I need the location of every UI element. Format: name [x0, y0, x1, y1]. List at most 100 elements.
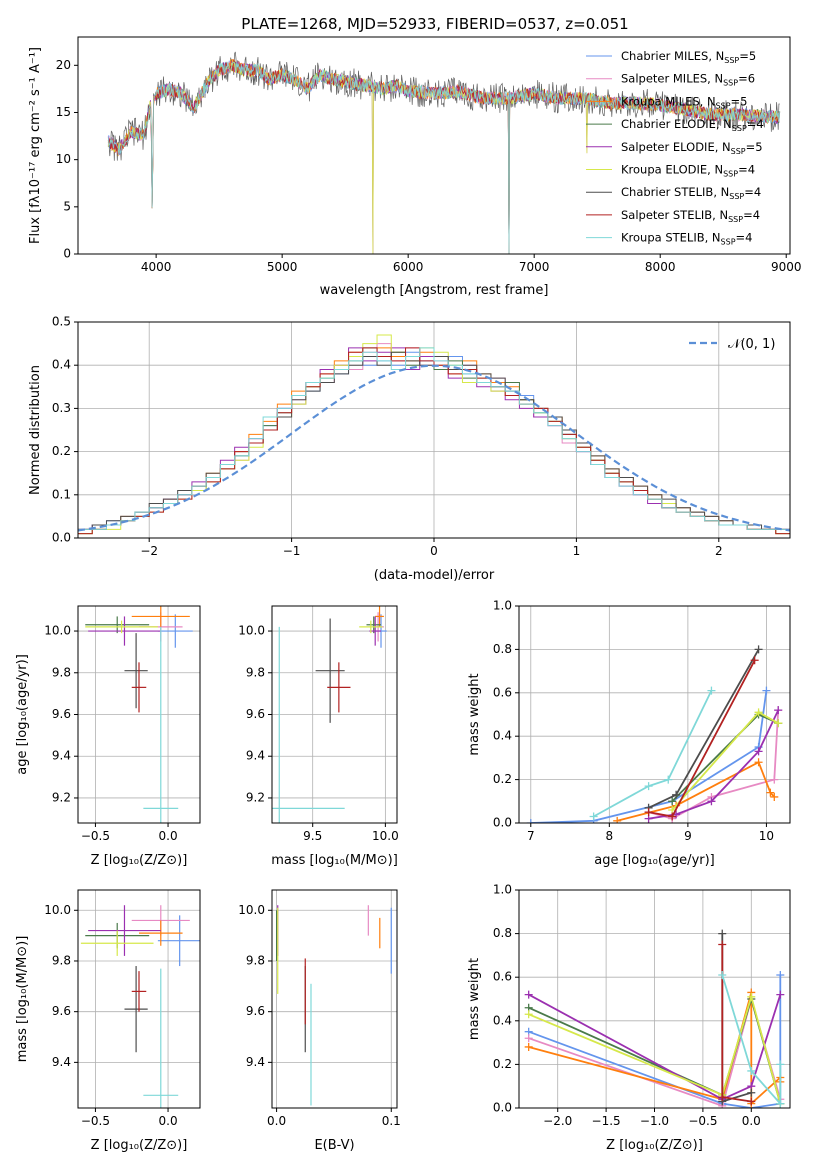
y-tick-label: 9.2	[52, 790, 71, 804]
weight-line	[530, 690, 768, 823]
y-tick-label: 0.4	[493, 1013, 512, 1027]
weight-line	[593, 690, 713, 818]
y-axis-label: mass [log₁₀(M/M⊙)]	[15, 936, 30, 1063]
y-tick-label: 20	[56, 58, 71, 72]
y-tick-label: 0.8	[493, 926, 512, 940]
residual-histogram-panel: −2 −1 0 1 2 0.0 0.1 0.2 0.3 0.4 0.5 𝒩(0, 1) (data-mo…	[28, 315, 791, 583]
x-tick-label: 0.0	[159, 829, 178, 843]
y-tick-label: 0	[63, 247, 71, 261]
axes-frame	[518, 889, 791, 1109]
legend-entry: Salpeter ELODIE, NSSP=5	[621, 140, 763, 156]
axes-frame	[77, 889, 201, 1109]
axes-frame	[77, 321, 791, 539]
weight-marker	[747, 1097, 756, 1106]
weight-marker	[613, 816, 622, 823]
x-tick-label: 7	[527, 829, 535, 843]
weight-line	[648, 648, 760, 809]
axes-frame	[77, 605, 201, 824]
legend-entry: 𝒩(0, 1)	[728, 337, 775, 352]
x-tick-label: 4000	[141, 260, 172, 274]
weight-vs-metallicity-panel: −2.0 −1.5 −1.0 −0.5 0.0 0.0 0.2 0.4 0.6 0.8 1.0 Z […	[467, 883, 791, 1153]
weight-vs-age-panel: 7 8 9 10 0.0 0.2 0.4 0.6 0.8 1.0 age [log₁₀(age/yr…	[467, 599, 791, 868]
weight-marker	[776, 990, 785, 999]
y-tick-label: 0.4	[493, 729, 512, 743]
y-tick-label: 9.8	[246, 665, 265, 679]
plot-area	[80, 905, 200, 1108]
x-tick-label: −1.5	[592, 1114, 621, 1128]
x-tick-label: 2	[715, 544, 723, 558]
histogram-step	[78, 347, 790, 530]
weight-marker	[707, 797, 716, 806]
weight-marker	[754, 758, 763, 767]
x-tick-label: 8	[606, 829, 614, 843]
legend-entry: Chabrier ELODIE, NSSP=4	[621, 117, 764, 133]
plot-area	[107, 51, 781, 254]
y-axis-label: Normed distribution	[28, 365, 43, 495]
y-tick-label: 9.4	[52, 1055, 71, 1069]
weight-marker	[524, 1042, 533, 1051]
weight-marker	[776, 1099, 785, 1108]
x-axis-label: Z [log₁₀(Z/Z⊙)]	[91, 1138, 188, 1153]
y-tick-label: 9.6	[52, 707, 71, 721]
x-tick-label: −0.5	[81, 1114, 110, 1128]
y-tick-label: 9.4	[246, 1055, 265, 1069]
y-axis-label: mass weight	[467, 673, 482, 755]
weight-marker	[774, 719, 783, 728]
x-tick-label: 0	[430, 544, 438, 558]
x-tick-label: 0.0	[742, 1114, 761, 1128]
y-tick-label: 9.6	[246, 707, 265, 721]
legend-entry: Kroupa ELODIE, NSSP=4	[621, 163, 755, 179]
weight-marker	[754, 747, 763, 756]
y-tick-label: 0.2	[493, 772, 512, 786]
x-tick-label: 8000	[645, 260, 676, 274]
legend-entry: Salpeter STELIB, NSSP=4	[621, 208, 760, 224]
plot-area	[275, 905, 392, 1106]
weight-marker	[644, 808, 653, 817]
mass-vs-metallicity-panel: −0.5 0.0 9.4 9.6 9.8 10.0 Z [log₁₀(Z/Z⊙)] mass …	[15, 889, 201, 1153]
legend-entry: Chabrier MILES, NSSP=5	[621, 49, 756, 65]
weight-marker	[747, 992, 756, 1001]
y-tick-label: 9.6	[246, 1004, 265, 1018]
x-tick-label: −2.0	[543, 1114, 572, 1128]
x-tick-label: 0.0	[267, 1114, 286, 1128]
weight-marker	[668, 812, 677, 821]
y-axis-label: Flux [fλ10⁻¹⁷ erg cm⁻² s⁻¹ A⁻¹]	[28, 47, 43, 244]
weight-marker	[644, 782, 653, 791]
y-tick-label: 9.4	[246, 749, 265, 763]
y-tick-label: 0.6	[493, 685, 512, 699]
y-tick-label: 9.4	[52, 749, 71, 763]
y-tick-label: 9.8	[52, 953, 71, 967]
x-tick-label: 9	[684, 829, 692, 843]
y-tick-label: 0.2	[493, 1057, 512, 1071]
spectrum-line	[108, 60, 781, 254]
y-tick-label: 15	[56, 105, 71, 119]
x-tick-label: 5000	[267, 260, 298, 274]
legend-entry: Kroupa STELIB, NSSP=4	[621, 231, 752, 247]
x-axis-label: E(B-V)	[314, 1138, 354, 1153]
plot-area	[272, 606, 387, 823]
spectrum-line	[108, 59, 781, 254]
y-tick-label: 0.0	[52, 531, 71, 545]
y-tick-label: 0.0	[493, 816, 512, 830]
figure-title: PLATE=1268, MJD=52933, FIBERID=0537, z=0…	[241, 15, 628, 33]
weight-line	[721, 974, 782, 1106]
y-tick-label: 9.8	[52, 665, 71, 679]
y-tick-label: 9.6	[52, 1004, 71, 1018]
x-axis-label: age [log₁₀(age/yr)]	[594, 853, 715, 868]
weight-marker	[762, 686, 771, 695]
y-tick-label: 0.8	[493, 642, 512, 656]
axes-frame	[271, 889, 398, 1109]
spectrum-legend: Chabrier MILES, NSSP=5 Salpeter MILES, NS…	[586, 49, 764, 247]
weight-marker	[750, 656, 759, 665]
weight-marker	[770, 775, 779, 784]
y-tick-label: 0.0	[493, 1101, 512, 1115]
weight-marker	[707, 686, 716, 695]
y-tick-label: 9.8	[246, 953, 265, 967]
x-tick-label: 10.0	[372, 829, 399, 843]
weight-marker	[770, 792, 779, 801]
y-tick-label: 0.4	[52, 358, 71, 372]
legend-entry: Kroupa MILES, NSSP=5	[621, 94, 747, 110]
y-tick-label: 1.0	[493, 883, 512, 897]
weight-line	[528, 993, 782, 1104]
